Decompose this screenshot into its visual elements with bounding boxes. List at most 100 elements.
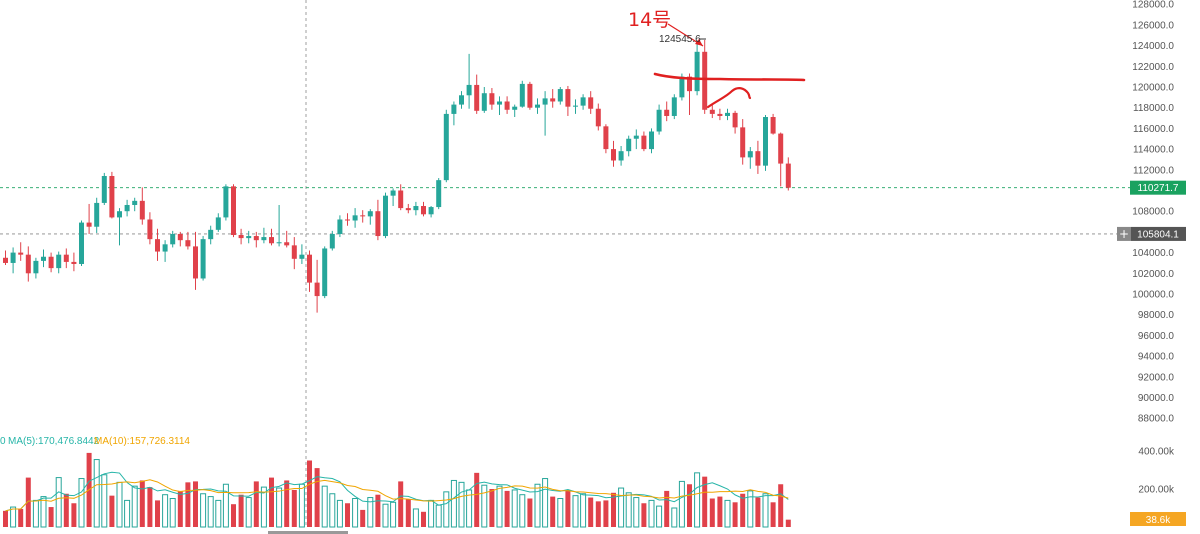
volume-bar (55, 477, 62, 528)
volume-bar (641, 503, 647, 527)
candle-body (352, 215, 358, 221)
volume-bar (314, 468, 320, 527)
volume-bar (565, 489, 571, 527)
candle (276, 204, 282, 247)
time-scrollbar-handle[interactable] (268, 531, 348, 534)
candle-body (595, 108, 601, 127)
price-tick-label: 94000.0 (1138, 352, 1175, 363)
volume-bar (284, 480, 290, 527)
candle (778, 132, 784, 187)
candle (246, 230, 252, 244)
candle (428, 206, 434, 218)
add-alert-icon[interactable]: + (1119, 227, 1129, 241)
candle-body (367, 211, 373, 217)
candle (383, 192, 388, 239)
candle (367, 209, 373, 225)
candle (215, 213, 221, 232)
candle-body (618, 151, 624, 161)
price-tick-label: 118000.0 (1133, 103, 1174, 114)
candle-body (269, 237, 274, 244)
candle (193, 231, 198, 290)
candle-body (56, 254, 62, 269)
candle-body (10, 252, 16, 263)
volume-bar (678, 480, 685, 528)
candle-body (671, 97, 677, 116)
price-tick-label: 90000.0 (1138, 393, 1175, 404)
candle (717, 108, 723, 121)
candle (671, 94, 677, 120)
volume-bar (527, 498, 533, 527)
volume-bar (352, 498, 359, 528)
volume-bar (511, 489, 518, 528)
candle-body (162, 244, 168, 252)
candle (436, 178, 442, 210)
svg-text:MA(10):157,726.3114: MA(10):157,726.3114 (94, 436, 190, 447)
candle-body (451, 104, 457, 114)
candle (375, 199, 381, 241)
candle-body (755, 151, 761, 166)
volume-bar (18, 508, 24, 527)
volume-bar (542, 478, 549, 528)
candle (451, 101, 457, 126)
candle-body (512, 106, 518, 110)
volume-bar (580, 493, 587, 528)
candle-body (18, 252, 24, 255)
annotation-arrowhead (695, 39, 703, 46)
volume-bar (321, 485, 328, 528)
candle (200, 236, 206, 281)
candle-body (481, 93, 487, 111)
volume-bar (93, 459, 100, 528)
volume-tick-label: 400.00k (1138, 447, 1175, 458)
volume-bar (185, 482, 191, 527)
candle-body (284, 242, 290, 246)
price-tick-label: 114000.0 (1133, 145, 1174, 156)
candle (466, 53, 472, 109)
candle (702, 39, 708, 114)
volume-bar (131, 485, 138, 528)
volume-bar (200, 493, 207, 528)
price-tick-label: 88000.0 (1138, 414, 1175, 425)
candle-body (785, 163, 791, 188)
candle-body (603, 126, 609, 150)
candle-body (390, 190, 396, 196)
volume-bar (747, 490, 754, 528)
candle-body (497, 101, 502, 105)
volume-bar (633, 497, 640, 528)
candle-body (717, 113, 723, 116)
candle-body (504, 101, 510, 110)
candle-body (679, 76, 685, 98)
candle (18, 242, 24, 261)
volume-bar (740, 493, 746, 527)
candle (550, 89, 556, 108)
candle-body (436, 180, 442, 208)
svg-text:105804.1: 105804.1 (1137, 229, 1179, 240)
candle-body (580, 97, 586, 106)
candle-body (466, 84, 472, 96)
cursor-price-tag[interactable]: + 105804.1 (1117, 226, 1186, 241)
candle (155, 228, 160, 261)
candle (694, 40, 700, 96)
candle (405, 203, 411, 214)
candle (109, 171, 115, 219)
candle-body (360, 215, 366, 217)
candle (117, 208, 122, 246)
volume-bar (603, 500, 609, 527)
candle-body (489, 93, 495, 105)
volume-bar (101, 474, 108, 528)
volume-bar (360, 509, 366, 527)
volume-bar (770, 502, 776, 527)
volume-bar (671, 507, 678, 528)
annotations: 14号 124545.6 (628, 9, 806, 109)
volume-ma5-line (5, 471, 789, 512)
candle-body (732, 112, 738, 128)
volume-bar (78, 478, 85, 528)
candle-body (421, 206, 426, 215)
candle-body (413, 206, 419, 211)
candle-body (147, 219, 153, 240)
candle-body (588, 97, 594, 109)
candle (185, 231, 191, 250)
candle-body (641, 135, 647, 150)
candle (71, 252, 77, 272)
candle-body (474, 84, 480, 111)
